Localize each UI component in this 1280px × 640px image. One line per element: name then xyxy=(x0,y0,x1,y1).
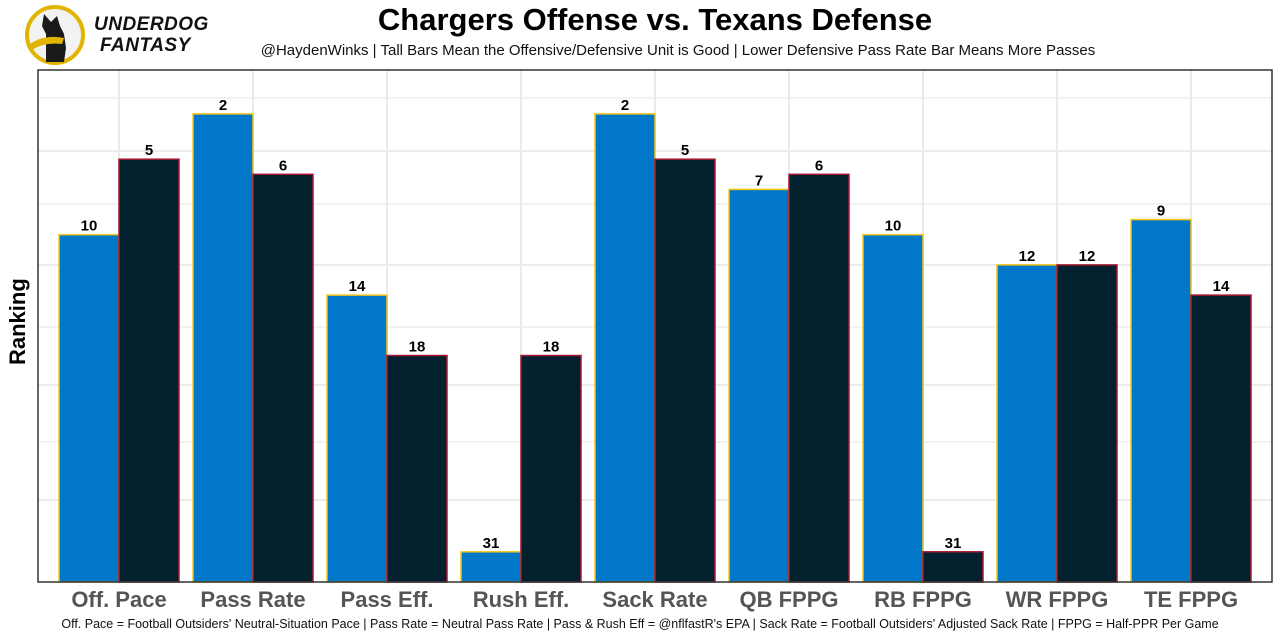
value-label: 2 xyxy=(219,97,227,114)
logo-text-line1: UNDERDOG xyxy=(94,14,209,35)
defense-bar xyxy=(1056,264,1118,583)
category-label: Pass Eff. xyxy=(341,587,434,612)
offense-bar xyxy=(460,551,522,583)
plot-border xyxy=(37,69,1273,583)
value-label: 14 xyxy=(349,278,366,295)
value-label: 5 xyxy=(681,142,689,159)
offense-bar xyxy=(1130,218,1192,583)
category-label: RB FPPG xyxy=(874,587,972,612)
chart-footnote: Off. Pace = Football Outsiders' Neutral-… xyxy=(61,617,1219,631)
chart-subtitle: @HaydenWinks | Tall Bars Mean the Offens… xyxy=(260,42,1096,59)
value-label: 18 xyxy=(409,339,426,356)
defense-bar xyxy=(1190,294,1252,583)
value-label: 5 xyxy=(145,142,153,159)
defense-bar xyxy=(654,158,716,583)
category-label: Sack Rate xyxy=(602,587,707,612)
value-label: 7 xyxy=(755,172,763,189)
defense-bar xyxy=(922,551,984,583)
value-label: 31 xyxy=(483,535,500,552)
category-label: Pass Rate xyxy=(200,587,305,612)
offense-bar xyxy=(728,188,790,583)
logo-text-line2: FANTASY xyxy=(100,35,191,56)
offense-bar xyxy=(58,233,120,583)
value-label: 6 xyxy=(279,157,287,174)
value-label: 2 xyxy=(621,97,629,114)
offense-bar xyxy=(996,264,1058,583)
value-label: 12 xyxy=(1079,248,1096,265)
defense-bar xyxy=(386,354,448,583)
value-label: 6 xyxy=(815,157,823,174)
bars xyxy=(58,113,1252,583)
category-label: Off. Pace xyxy=(71,587,166,612)
value-label: 18 xyxy=(543,339,560,356)
chart-title: Chargers Offense vs. Texans Defense xyxy=(377,2,933,37)
defense-bar xyxy=(520,354,582,583)
offense-bar xyxy=(594,113,656,583)
value-label: 10 xyxy=(81,218,98,235)
category-label: Rush Eff. xyxy=(473,587,570,612)
value-label: 9 xyxy=(1157,203,1165,220)
defense-bar xyxy=(252,173,314,583)
value-label: 14 xyxy=(1213,278,1230,295)
offense-bar xyxy=(192,113,254,583)
underdog-fantasy-logo: UNDERDOG FANTASY xyxy=(24,4,224,66)
defense-bar xyxy=(788,173,850,583)
underdog-dog-icon xyxy=(25,5,85,65)
offense-bar xyxy=(862,233,924,583)
category-labels: Off. Pace Pass Rate Pass Eff. Rush Eff. Sack… xyxy=(71,587,1238,612)
defense-bar xyxy=(118,158,180,583)
value-label: 12 xyxy=(1019,248,1036,265)
category-label: QB FPPG xyxy=(739,587,838,612)
value-label: 10 xyxy=(885,218,902,235)
category-label: TE FPPG xyxy=(1144,587,1238,612)
value-labels: 10 5 2 6 14 18 31 18 2 5 7 6 10 31 12 12 9 14 xyxy=(81,97,1230,552)
offense-bar xyxy=(326,294,388,583)
category-label: WR FPPG xyxy=(1006,587,1109,612)
value-label: 31 xyxy=(945,535,962,552)
